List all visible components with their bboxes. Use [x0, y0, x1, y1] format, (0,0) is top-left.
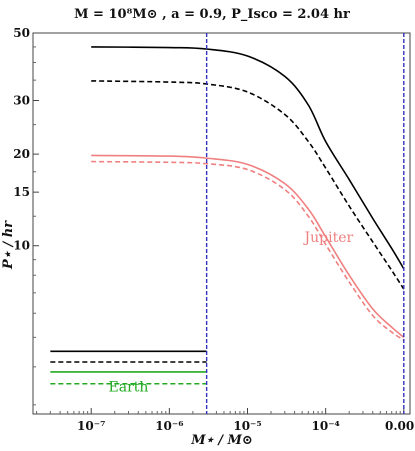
series-line-3 [91, 160, 405, 341]
series-line-0 [91, 46, 405, 270]
series-layer [50, 46, 405, 385]
annotation-earth: Earth [109, 379, 149, 395]
x-tick-label: 10⁻⁷ [77, 419, 105, 433]
series-line-1 [91, 80, 405, 290]
plot-frame [32, 32, 411, 415]
x-tick-label: 10⁻⁴ [312, 419, 340, 433]
y-tick-label: 10 [13, 239, 30, 253]
x-tick-label: 10⁻⁵ [233, 419, 261, 433]
y-tick-label: 50 [13, 26, 30, 40]
vertical-lines-layer [205, 33, 405, 414]
y-tick-label: 30 [13, 94, 30, 108]
x-tick-label: 10⁻⁶ [155, 419, 183, 433]
ticks-layer: 10⁻⁷ 10⁻⁶ 10⁻⁵ 10⁻⁴ 0.001 10 15 20 30 50 [13, 26, 415, 433]
chart-title: M = 10⁸M⊙ , a = 0.9, P_Isco = 2.04 hr [74, 7, 350, 22]
y-axis-title: P⋆ / hr [1, 220, 16, 270]
annotations-layer: Jupiter Earth [109, 230, 354, 396]
y-tick-label: 20 [13, 147, 30, 161]
series-line-2 [91, 154, 405, 338]
y-tick-label: 15 [13, 185, 30, 199]
x-tick-label: 0.001 [385, 419, 415, 433]
annotation-jupiter: Jupiter [303, 230, 354, 246]
x-axis-title: M⋆ / M⊙ [190, 433, 253, 448]
